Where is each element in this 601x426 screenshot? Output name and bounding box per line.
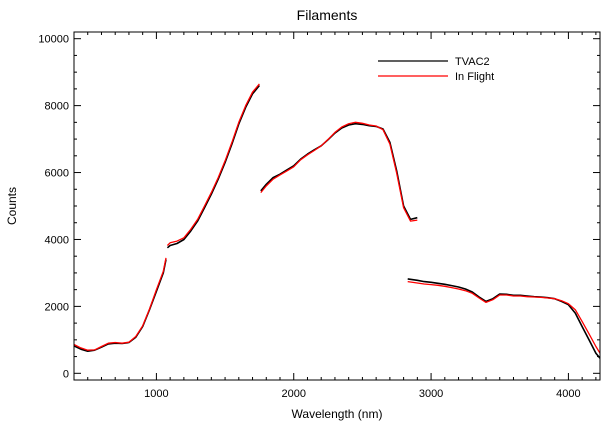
legend: TVAC2 In Flight <box>378 56 494 83</box>
x-axis-label: Wavelength (nm) <box>292 407 383 421</box>
series-1-segment-1 <box>166 83 260 246</box>
x-tick-label: 2000 <box>281 388 305 400</box>
x-tick-label: 4000 <box>556 388 580 400</box>
series-1-segment-0 <box>73 257 167 351</box>
series-1-segment-3 <box>407 280 601 354</box>
y-tick-label: 2000 <box>45 301 69 313</box>
series-layer <box>73 83 601 359</box>
series-0-segment-0 <box>73 259 167 353</box>
chart-title: Filaments <box>297 7 358 23</box>
x-tick-label: 3000 <box>419 388 443 400</box>
y-axis-label: Counts <box>5 187 19 225</box>
legend-label: In Flight <box>455 71 494 83</box>
ticks-layer: 1000 2000 3000 4000 0 2000 4000 6000 8000 10000 <box>38 32 600 400</box>
y-tick-label: 4000 <box>45 234 69 246</box>
legend-label: TVAC2 <box>455 56 490 68</box>
series-1-segment-2 <box>260 121 418 222</box>
y-tick-label: 10000 <box>38 34 69 46</box>
y-tick-label: 8000 <box>45 101 69 113</box>
series-0-segment-1 <box>166 84 261 249</box>
y-tick-label: 0 <box>63 368 69 380</box>
y-tick-label: 6000 <box>45 168 69 180</box>
x-tick-label: 1000 <box>144 388 168 400</box>
plot-frame <box>73 31 601 381</box>
series-0-segment-2 <box>260 122 418 221</box>
series-0-segment-3 <box>407 278 601 359</box>
